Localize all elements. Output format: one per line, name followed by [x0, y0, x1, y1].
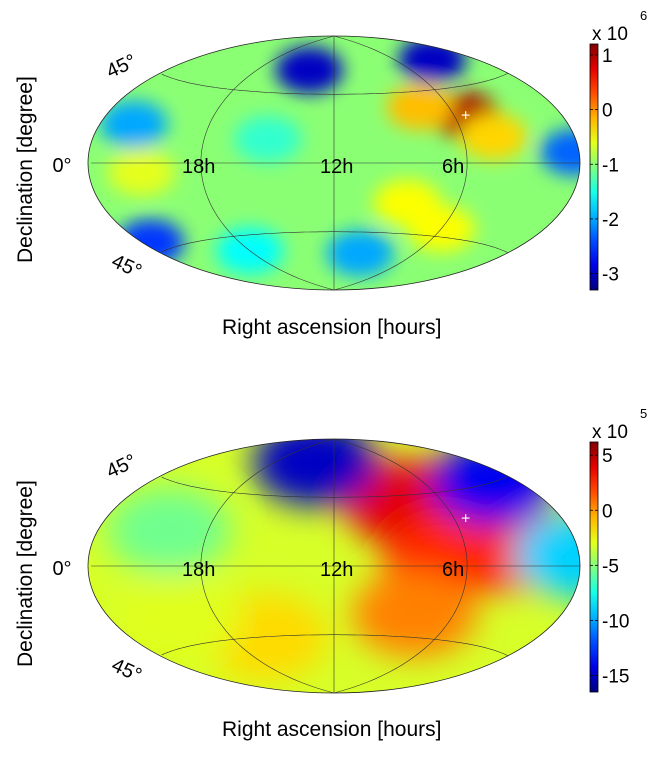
- ra-tick-label: 18h: [182, 559, 215, 581]
- top-y-axis-label: Declination [degree]: [14, 76, 37, 263]
- ra-tick-label: 12h: [320, 156, 353, 178]
- colorbar-tick-label: -2: [602, 210, 619, 231]
- colorbar-tick-label: -5: [602, 556, 619, 577]
- bottom-x-axis-label: Right ascension [hours]: [222, 718, 442, 741]
- sky-map-feature: [117, 575, 243, 663]
- colorbar-tick-label: -15: [602, 666, 629, 687]
- ra-tick-label: 6h: [442, 559, 464, 581]
- colorbar: [589, 441, 599, 693]
- top-x-axis-label: Right ascension [hours]: [222, 316, 442, 339]
- dec-tick-label: 0°: [52, 155, 71, 177]
- colorbar-exponent: 6: [640, 8, 647, 23]
- sky-map-feature: [398, 36, 467, 84]
- dec-tick-label: 0°: [52, 558, 71, 580]
- top-panel: 18h 12h 6h 45° 0° 45° +1 0 -1 -2 -3 x 10 6 Declinati…: [0, 0, 665, 360]
- top-sky-map: 18h 12h 6h 45° 0° 45° +1 0 -1 -2 -3 x 10 6: [52, 8, 647, 291]
- dec-tick-label: 45°: [103, 50, 140, 83]
- sky-map-feature: [107, 149, 176, 196]
- sky-grid: [91, 35, 580, 291]
- colorbar: [589, 43, 599, 291]
- source-marker: +: [461, 107, 470, 124]
- parallel-line: [161, 475, 509, 498]
- colorbar-tick-label: -10: [602, 611, 629, 632]
- sky-map-feature: [99, 100, 168, 148]
- bottom-y-axis-label: Declination [degree]: [14, 480, 37, 667]
- ra-tick-label: 18h: [182, 156, 215, 178]
- sky-map-feature: [513, 511, 580, 599]
- sky-map-feature: [252, 439, 378, 506]
- dec-tick-label: 45°: [103, 450, 140, 483]
- parallel-line: [161, 231, 509, 254]
- sky-map-feature: [459, 113, 528, 160]
- bottom-sky-map: 18h 12h 6h 45° 0° 45° +5 0 -5 -10 -15 x 10 5: [52, 406, 647, 694]
- colorbar-multiplier: x 10: [592, 422, 628, 443]
- colorbar-multiplier: x 10: [592, 24, 628, 45]
- colorbar-exponent: 5: [640, 406, 647, 421]
- sky-map-field: [88, 439, 580, 693]
- colorbar-tick-label: 0: [602, 101, 613, 122]
- sky-map-feature: [386, 83, 455, 131]
- source-marker: +: [461, 510, 470, 527]
- ra-tick-label: 6h: [442, 156, 464, 178]
- sky-boundary: [87, 438, 581, 694]
- sky-grid: [91, 438, 580, 694]
- sky-map-feature: [106, 486, 232, 574]
- sky-map-feature: [352, 570, 477, 658]
- colorbar-tick-label: 1: [602, 46, 613, 67]
- dec-tick-label: 45°: [108, 250, 145, 283]
- colorbar-tick-label: 0: [602, 501, 613, 522]
- sky-map-feature: [540, 128, 580, 176]
- bottom-panel: 18h 12h 6h 45° 0° 45° +5 0 -5 -10 -15 x 10 5 Declina…: [0, 400, 665, 760]
- parallel-line: [161, 634, 509, 657]
- sky-map-feature: [275, 46, 344, 94]
- ra-tick-label: 12h: [320, 559, 353, 581]
- sky-map-feature: [326, 229, 394, 277]
- sky-boundary: [87, 35, 581, 291]
- dec-tick-label: 45°: [108, 654, 145, 687]
- colorbar-tick-label: 5: [602, 446, 613, 467]
- sky-map-feature: [234, 115, 302, 163]
- colorbar-tick-label: -1: [602, 155, 619, 176]
- parallel-line: [161, 72, 509, 95]
- colorbar-tick-label: -3: [602, 265, 619, 286]
